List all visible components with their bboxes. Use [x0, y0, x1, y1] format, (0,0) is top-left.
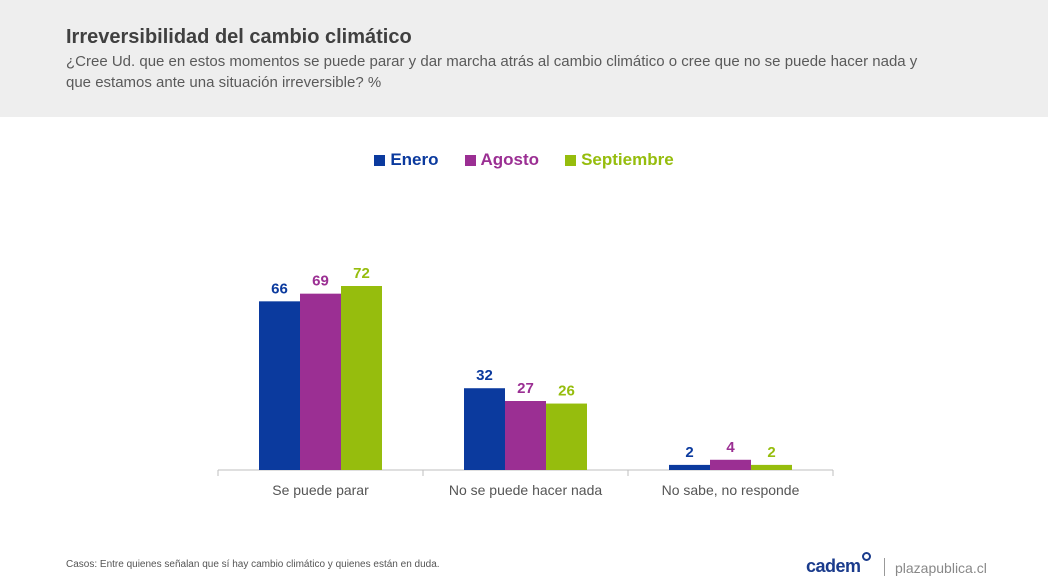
header-band: Irreversibilidad del cambio climático ¿C…: [0, 0, 1048, 117]
data-label-no-se-puede-hacer-nada-enero: 32: [476, 367, 493, 384]
page-title: Irreversibilidad del cambio climático: [66, 26, 412, 48]
bar-se-puede-parar-enero: [259, 301, 300, 470]
data-label-se-puede-parar-agosto: 69: [312, 273, 329, 290]
category-label-no-sabe-no-responde: No sabe, no responde: [662, 482, 800, 498]
cadem-logo: cadem: [806, 556, 861, 576]
legend-swatch-enero: [374, 154, 386, 166]
bar-se-puede-parar-agosto: [300, 293, 341, 470]
footnote: Casos: Entre quienes señalan que sí hay …: [66, 559, 440, 570]
data-label-se-puede-parar-enero: 66: [271, 280, 288, 297]
legend-item-septiembre: Septiembre: [565, 150, 674, 170]
footer-divider: [884, 558, 885, 576]
page-subtitle: ¿Cree Ud. que en estos momentos se puede…: [66, 53, 918, 91]
bar-se-puede-parar-septiembre: [341, 286, 382, 470]
bar-no-se-puede-hacer-nada-enero: [464, 388, 505, 470]
data-label-no-sabe-no-responde-septiembre: 2: [767, 444, 775, 461]
data-label-no-sabe-no-responde-agosto: 4: [726, 439, 735, 456]
legend-swatch-agosto: [464, 154, 476, 166]
category-label-no-se-puede-hacer-nada: No se puede hacer nada: [449, 482, 603, 498]
data-label-se-puede-parar-septiembre: 72: [353, 265, 370, 282]
chart-legend: Enero Agosto Septiembre: [0, 150, 1048, 170]
legend-label-septiembre: Septiembre: [581, 150, 674, 169]
bar-no-se-puede-hacer-nada-septiembre: [546, 403, 587, 470]
data-label-no-sabe-no-responde-enero: 2: [685, 444, 693, 461]
legend-label-enero: Enero: [390, 150, 439, 169]
site-url: plazapublica.cl: [895, 560, 987, 576]
category-label-se-puede-parar: Se puede parar: [272, 482, 369, 498]
bar-no-sabe-no-responde-enero: [669, 464, 710, 470]
data-label-no-se-puede-hacer-nada-septiembre: 26: [558, 383, 575, 400]
legend-item-agosto: Agosto: [464, 150, 540, 170]
data-label-no-se-puede-hacer-nada-agosto: 27: [517, 380, 534, 397]
legend-swatch-septiembre: [565, 154, 577, 166]
bar-no-se-puede-hacer-nada-agosto: [505, 401, 546, 470]
logo-dot-icon: [862, 552, 871, 561]
bar-no-sabe-no-responde-septiembre: [751, 464, 792, 470]
legend-item-enero: Enero: [374, 150, 439, 170]
bar-no-sabe-no-responde-agosto: [710, 459, 751, 470]
legend-label-agosto: Agosto: [480, 150, 540, 169]
